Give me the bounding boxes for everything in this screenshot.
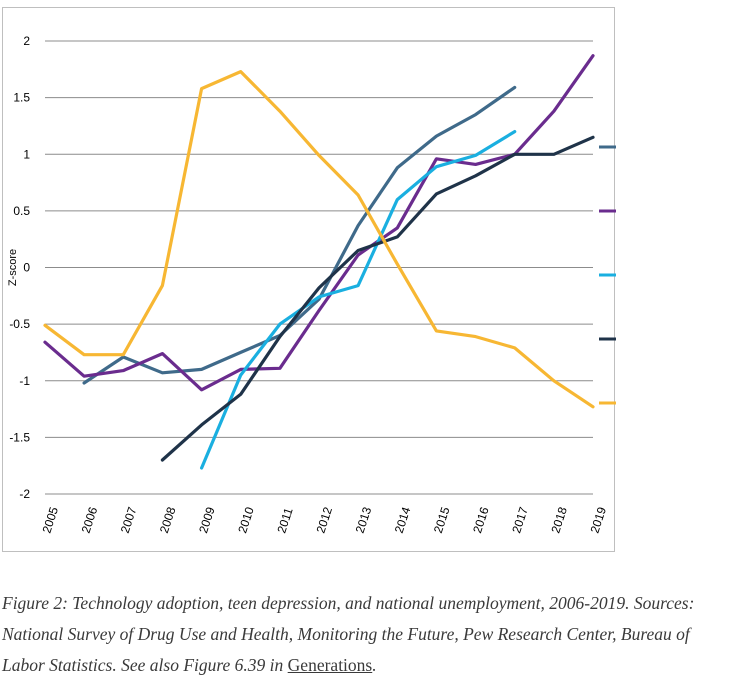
series-line-depression-girls [43,54,595,392]
x-tick-label: 2015 [431,505,453,535]
generations-link[interactable]: Generations [287,655,373,675]
x-tick-label: 2006 [79,505,101,535]
series-line-social-media [200,130,517,470]
line-chart: -2-1.5-1-0.500.511.52 2005 2006 2007 2008 20… [7,34,616,535]
x-tick-label: 2010 [235,505,257,535]
x-tick-label: 2009 [196,505,218,535]
y-tick-label: -0.5 [9,317,30,331]
x-tick-label: 2011 [274,506,295,535]
series-line-smartphone-ownership [160,135,595,462]
figure-caption: Figure 2: Technology adoption, teen depr… [2,588,727,681]
series-line-unemployment [43,70,595,409]
chart-frame: -2 -1.5 -1 -0.5 0 0.5 1 1.5 2 2005 2006 2007 2008 20… [2,7,616,552]
legend: InternetDepression, girlsSocial mediaSma… [599,145,616,405]
y-tick-label: 0.5 [13,204,30,218]
x-tick-label: 2019 [588,505,610,535]
x-tick-label: 2017 [509,505,531,535]
x-tick-label: 2012 [314,505,336,535]
x-tick-label: 2008 [157,505,179,535]
x-tick-label: 2005 [40,505,62,535]
y-tick-label: -2 [19,487,30,501]
series-lines [43,54,595,470]
caption-suffix: . [372,655,377,675]
x-tick-label: 2007 [118,505,140,535]
x-tick-label: 2013 [353,505,375,535]
gridlines [45,40,593,495]
y-tick-label: 0 [23,261,30,275]
x-tick-label: 2014 [392,505,414,535]
x-tick-label: 2018 [548,505,570,535]
y-axis-label: Z-score [7,249,19,286]
y-tick-label: -1 [19,374,30,388]
x-tick-label: 2016 [470,505,492,535]
y-tick-labels: -2 -1.5 -1 -0.5 0 0.5 1 1.5 2 [9,34,30,501]
y-tick-label: 2 [23,34,30,48]
y-tick-label: -1.5 [9,430,30,444]
y-tick-label: 1 [23,147,30,161]
caption-text: Figure 2: Technology adoption, teen depr… [2,593,695,675]
x-tick-labels: 2005 2006 2007 2008 2009 2010 2011 2012 2013 2014… [40,505,610,535]
y-tick-label: 1.5 [13,91,30,105]
series-line-internet [82,85,517,385]
